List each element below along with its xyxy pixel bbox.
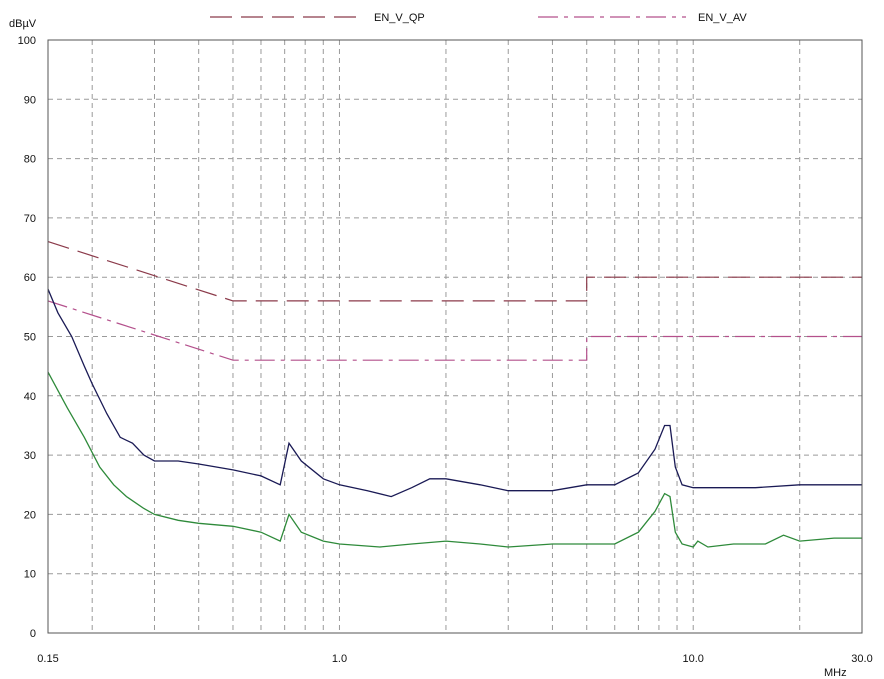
y-tick-label: 70 — [24, 213, 36, 225]
legend-label-en-v-qp: EN_V_QP — [374, 12, 425, 24]
y-tick-label: 30 — [24, 450, 36, 462]
measurement-traces — [47, 288, 862, 548]
series-line-en-v-qp — [47, 241, 862, 302]
y-tick-label: 90 — [24, 94, 36, 106]
y-tick-label: 10 — [24, 569, 36, 581]
legend-label-en-v-av: EN_V_AV — [698, 12, 747, 24]
x-tick-label: 1.0 — [332, 653, 347, 665]
legend: EN_V_QP EN_V_AV — [210, 12, 747, 24]
x-tick-label: 0.15 — [37, 653, 58, 665]
series-line-en-v-av — [47, 300, 862, 361]
measurement-trace-2 — [47, 288, 862, 498]
y-tick-label: 100 — [18, 35, 36, 47]
x-axis-label: MHz — [824, 667, 847, 679]
y-tick-label: 60 — [24, 272, 36, 284]
measurement-trace-3 — [47, 371, 862, 548]
limit-lines — [47, 241, 862, 361]
y-axis-ticks: 0 10 20 30 40 50 60 70 80 90 100 — [18, 35, 36, 640]
x-tick-label: 30.0 — [851, 653, 872, 665]
y-tick-label: 80 — [24, 154, 36, 166]
y-tick-label: 50 — [24, 332, 36, 344]
x-tick-label: 10.0 — [683, 653, 704, 665]
y-tick-label: 20 — [24, 509, 36, 521]
x-axis-ticks: 0.15 1.0 10.0 30.0 — [37, 653, 872, 665]
y-tick-label: 40 — [24, 391, 36, 403]
y-axis-label: dBµV — [9, 18, 37, 30]
plot-frame — [47, 39, 863, 634]
y-tick-label: 0 — [30, 628, 36, 640]
